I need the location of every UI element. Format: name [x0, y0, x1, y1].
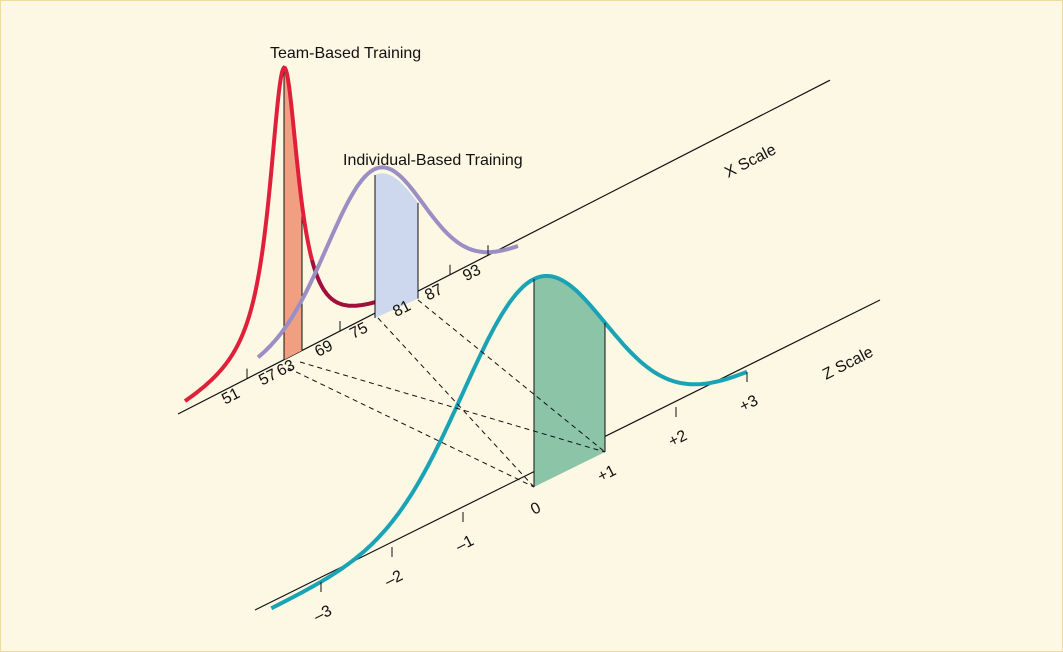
z-tick-label: –1	[453, 532, 477, 555]
z-tick-label: +2	[666, 427, 690, 450]
individual-curve	[256, 165, 519, 359]
z-tick-label: –2	[382, 567, 406, 590]
z-tick-label: –3	[311, 602, 335, 625]
x-tick-label: 63	[274, 357, 298, 380]
team-shaded-area	[284, 67, 302, 360]
team-curve	[183, 65, 314, 403]
x-tick-label: 69	[312, 337, 336, 360]
projection-line	[417, 299, 606, 453]
x-tick-label: 75	[347, 319, 371, 342]
x-tick-label: 93	[460, 262, 484, 285]
z-shaded-area	[534, 276, 605, 487]
team-label: Team-Based Training	[270, 45, 421, 62]
x-tick-label: 81	[390, 297, 414, 320]
projection-line	[299, 361, 606, 453]
x-tick-label: 87	[422, 281, 446, 304]
z-tick-label: +1	[595, 462, 619, 485]
individual-shaded-area	[375, 173, 418, 318]
individual-label: Individual-Based Training	[343, 152, 523, 169]
x-axis	[177, 79, 831, 415]
z-curve	[270, 274, 748, 611]
z-tick-label: +3	[737, 392, 761, 415]
projection-line	[287, 367, 535, 488]
x-tick-label: 51	[219, 385, 243, 408]
team-curve-tail	[310, 259, 386, 308]
x-tick-label: 57	[256, 366, 280, 389]
projection-line	[377, 317, 535, 488]
